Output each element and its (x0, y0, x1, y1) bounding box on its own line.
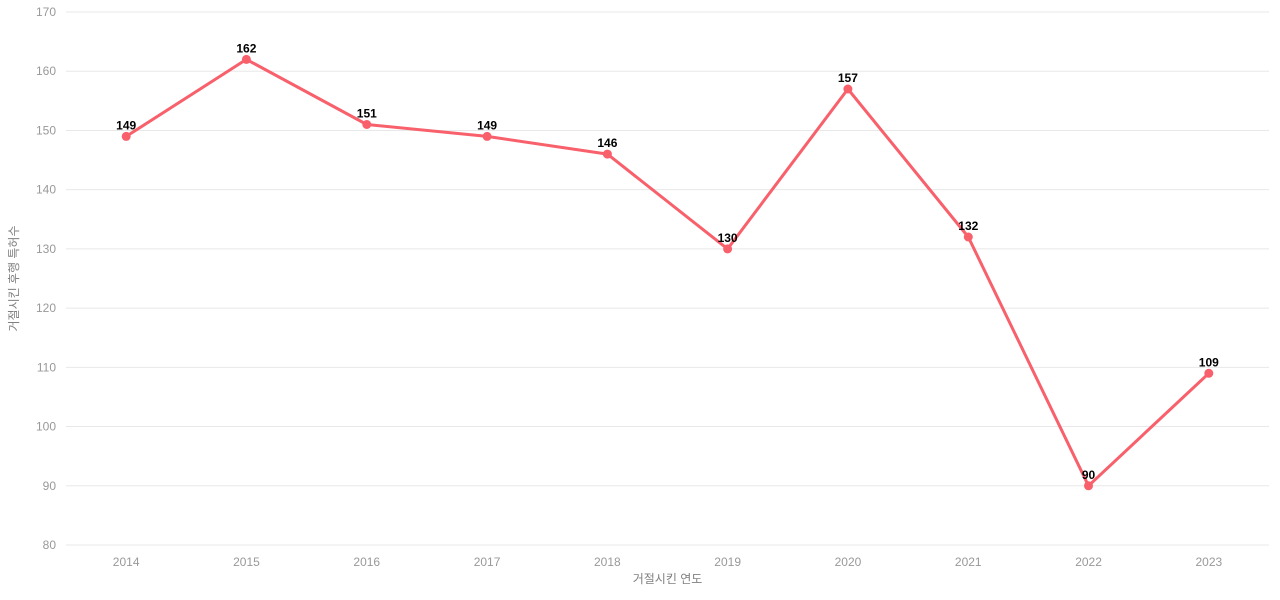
data-point-label-2023: 109 (1199, 355, 1219, 369)
series-line (124, 57, 1211, 488)
data-point-label-2021: 132 (958, 219, 978, 233)
x-tick-label-2016: 2016 (353, 555, 380, 569)
x-tick-label-2017: 2017 (474, 555, 501, 569)
y-tick-label-80: 80 (43, 538, 57, 552)
x-tick-label-2015: 2015 (233, 555, 260, 569)
data-point-label-2016: 151 (357, 107, 377, 121)
x-tick-label-2014: 2014 (113, 555, 140, 569)
y-tick-label-120: 120 (36, 301, 56, 315)
data-point-2016[interactable] (362, 120, 372, 129)
data-point-label-2020: 157 (838, 71, 858, 85)
y-tick-label-100: 100 (36, 420, 56, 434)
y-tick-label-160: 160 (36, 64, 56, 78)
x-tick-label-2023: 2023 (1195, 555, 1222, 569)
x-tick-label-2021: 2021 (955, 555, 982, 569)
data-point-2018[interactable] (602, 149, 612, 159)
data-point-label-2017: 149 (477, 118, 497, 132)
data-point-2023[interactable] (1204, 368, 1214, 378)
y-axis-title: 거절시킨 후행 특허수 (6, 225, 21, 331)
data-point-label-2014: 149 (116, 118, 136, 132)
data-point-2019[interactable] (723, 244, 733, 254)
y-tick-label-110: 110 (37, 360, 56, 374)
x-tick-label-2018: 2018 (594, 555, 621, 569)
data-point-2014[interactable] (121, 131, 131, 141)
data-point-label-2018: 146 (597, 136, 617, 150)
data-point-2015[interactable] (241, 54, 251, 64)
data-point-2020[interactable] (843, 84, 853, 94)
y-tick-label-90: 90 (43, 479, 57, 493)
data-point-2022[interactable] (1084, 481, 1093, 491)
x-tick-label-2022: 2022 (1075, 555, 1102, 569)
x-tick-label-2020: 2020 (835, 555, 862, 569)
data-point-label-2022: 90 (1082, 468, 1096, 482)
data-point-2017[interactable] (482, 131, 492, 141)
x-axis-title: 거절시킨 연도 (633, 572, 703, 586)
data-point-label-2019: 130 (718, 231, 738, 245)
data-point-label-2015: 162 (236, 41, 256, 55)
x-tick-label-2019: 2019 (714, 555, 741, 569)
y-tick-label-140: 140 (36, 183, 56, 197)
y-tick-label-130: 130 (36, 242, 56, 256)
data-point-2021[interactable] (963, 232, 973, 242)
y-tick-label-170: 170 (36, 5, 56, 19)
y-tick-label-150: 150 (36, 123, 56, 137)
